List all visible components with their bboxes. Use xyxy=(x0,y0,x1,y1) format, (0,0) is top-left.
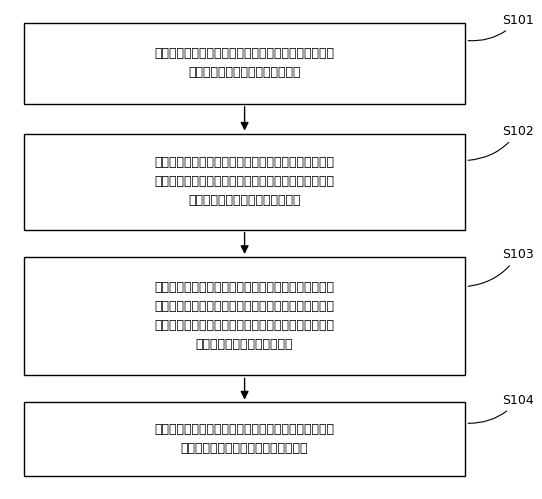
Bar xyxy=(24,257,466,375)
Text: 根据物理空间实测的装配性能指标和数字空间计算的装
配性能指标，通过完善数据后的计算模型进行装配误差
计算和分配补偿参数，并预测进行参数补偿之后的装配
性能指标，: 根据物理空间实测的装配性能指标和数字空间计算的装 配性能指标，通过完善数据后的计… xyxy=(154,281,334,351)
Bar xyxy=(24,134,466,230)
Text: 在装配过程中，对物理空间中的装配环节进行性能测试
，获取物理空间对应的装配性能指标，并通过仿真计算
得到数字空间对应的装配性能指标: 在装配过程中，对物理空间中的装配环节进行性能测试 ，获取物理空间对应的装配性能指… xyxy=(154,156,334,207)
Text: S104: S104 xyxy=(468,394,534,423)
Text: S101: S101 xyxy=(468,13,534,41)
Text: 根据确定的最优补偿方案，对物理空间中的装配过程进
行指导装调，修正补偿存在的装配误差: 根据确定的最优补偿方案，对物理空间中的装配过程进 行指导装调，修正补偿存在的装配… xyxy=(154,424,334,456)
Bar xyxy=(24,403,466,477)
Bar xyxy=(24,22,466,104)
Text: 对物理空间中的装配对象进行数据采集，同时根据采集
的数据完善数字空间中的计算模型: 对物理空间中的装配对象进行数据采集，同时根据采集 的数据完善数字空间中的计算模型 xyxy=(154,47,334,79)
Text: S102: S102 xyxy=(468,125,534,160)
Text: S103: S103 xyxy=(468,248,534,286)
